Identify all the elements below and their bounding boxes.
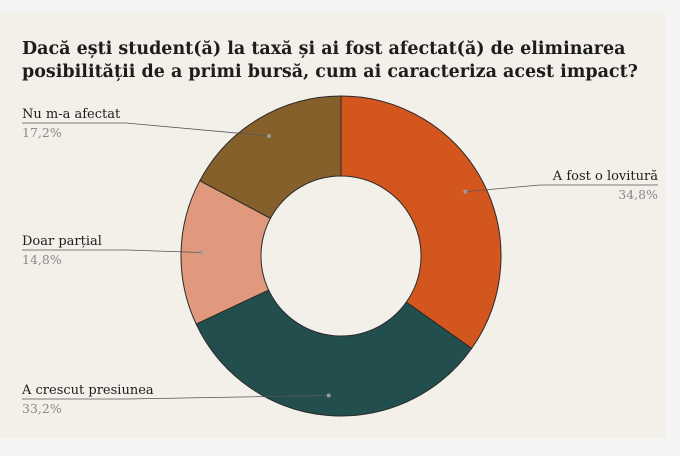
slice-value-text: 33,2% [22,401,62,416]
leader-dot [326,393,331,398]
slice-label-a-crescut-presiunea: A crescut presiunea 33,2% [21,383,331,416]
leader-line [22,249,202,253]
slice-label-nu-m-a-afectat: Nu m-a afectat 17,2% [22,107,271,140]
slice-nu-m-a-afectat [199,95,342,220]
slice-value-text: 34,8% [618,187,658,202]
slice-label-text: Nu m-a afectat [22,107,121,122]
slice-label-text: A crescut presiunea [21,383,154,398]
slice-label-text: A fost o lovitură [552,169,658,184]
slice-label-doar-partial: Doar parțial 14,8% [22,234,204,267]
slice-label-text: Doar parțial [22,234,102,249]
slice-label-a-fost-o-lovitura: A fost o lovitură 34,8% [463,169,658,202]
leader-line [22,395,329,400]
leader-line [465,184,658,193]
leader-dot [266,133,271,138]
slice-doar-partial [180,180,272,325]
chart-title: Dacă ești student(ă) la taxă și ai fost … [22,39,638,82]
slice-a-fost-o-lovitura [340,95,502,350]
slice-value-text: 17,2% [22,125,62,140]
leader-line [22,122,270,137]
leader-dot [463,189,468,194]
slice-a-crescut-presiunea [195,289,473,417]
slice-value-text: 14,8% [22,252,62,267]
leader-dot [199,250,204,255]
